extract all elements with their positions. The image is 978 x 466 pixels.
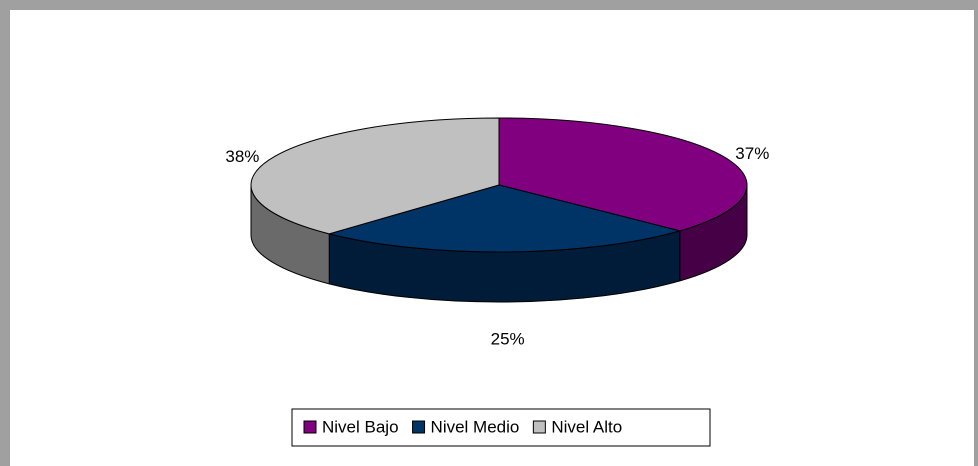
data-label: 38% xyxy=(225,147,259,166)
legend-swatch xyxy=(303,420,317,434)
data-label: 37% xyxy=(735,144,769,163)
pie-slice xyxy=(327,184,682,253)
legend-label: Nivel Alto xyxy=(551,417,622,436)
legend-box xyxy=(291,408,711,447)
legend-label: Nivel Medio xyxy=(431,417,520,436)
legend-swatch xyxy=(532,420,546,434)
legend-swatch xyxy=(412,420,426,434)
data-label: 25% xyxy=(491,329,525,348)
legend-label: Nivel Bajo xyxy=(322,417,399,436)
pie-slice xyxy=(250,117,500,235)
pie-slice xyxy=(498,117,748,232)
